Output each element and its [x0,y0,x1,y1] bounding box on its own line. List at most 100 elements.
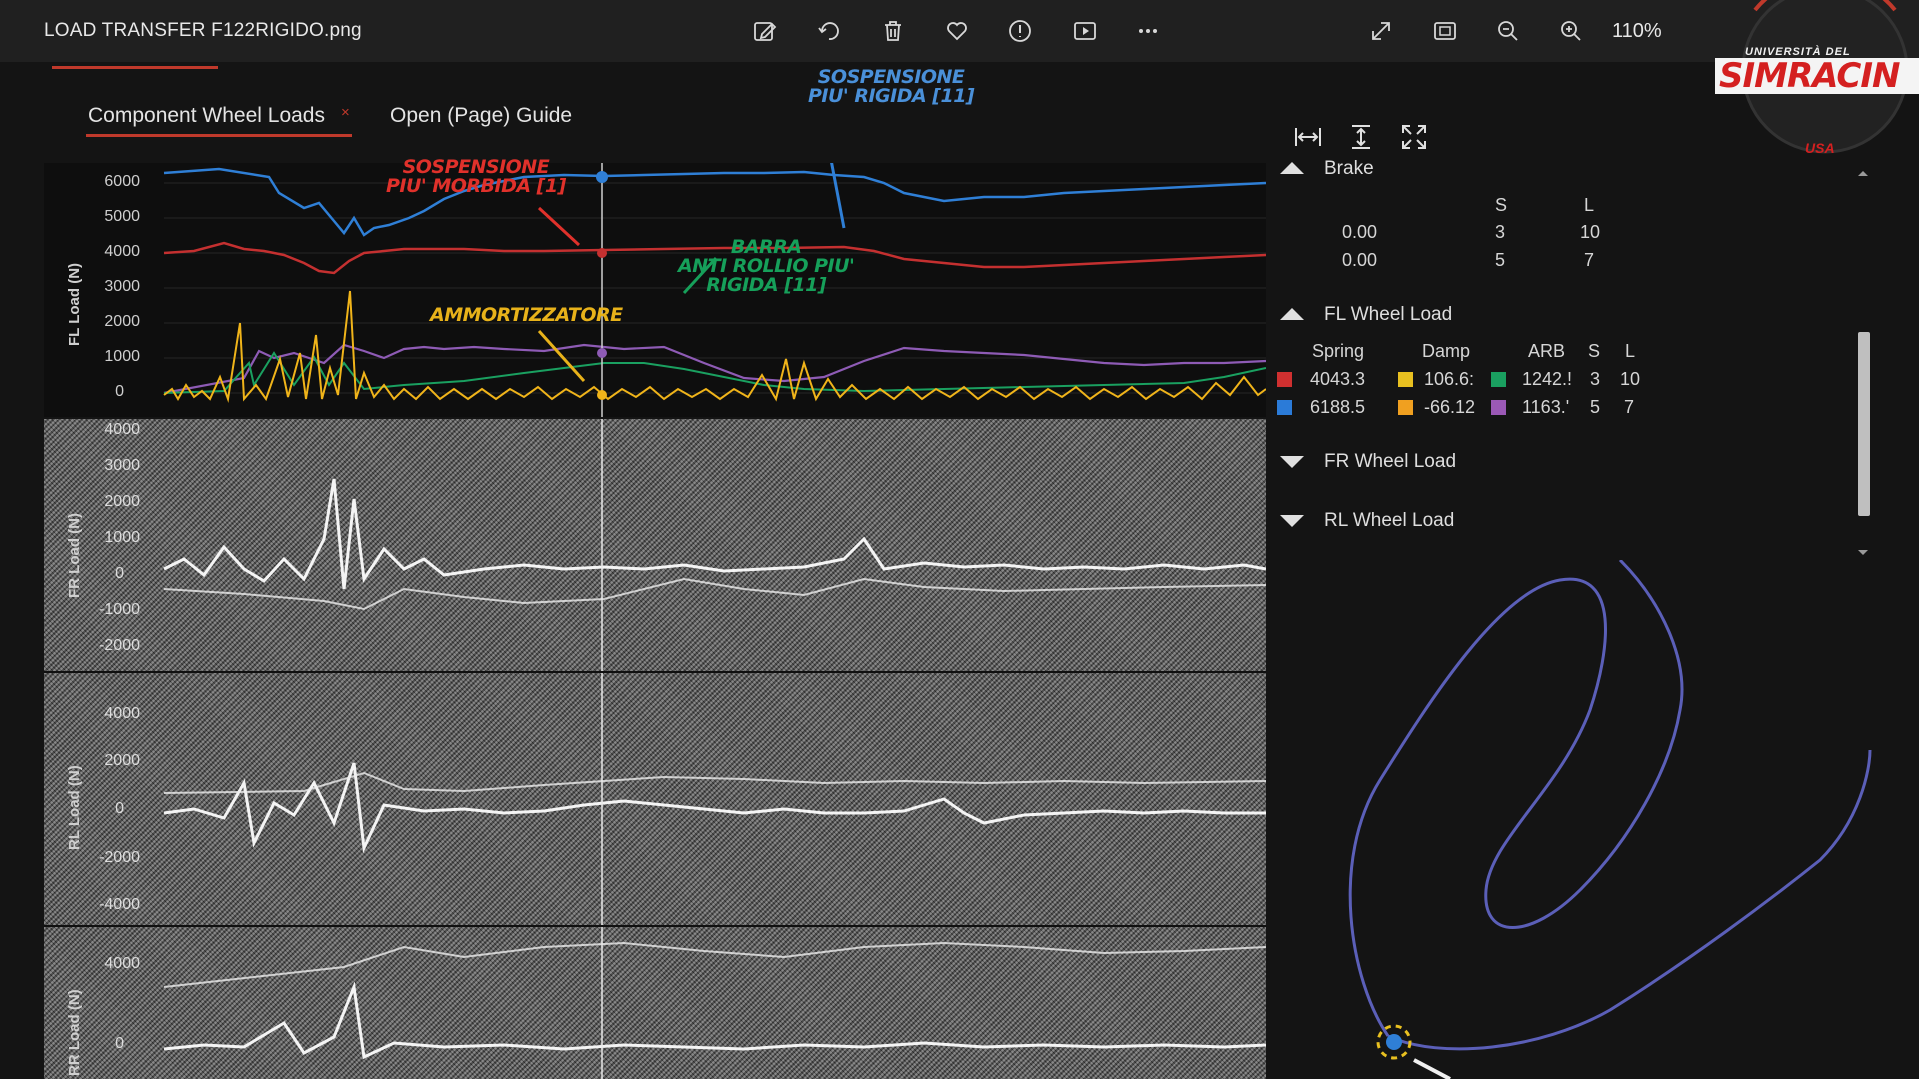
fr-tick: 4000 [104,421,140,438]
collapse-brake-icon[interactable] [1280,162,1304,174]
track-outline [1387,749,1872,1051]
arb-arrow [682,256,718,295]
rotate-icon[interactable] [812,14,846,48]
fr-series-line [163,478,1266,590]
more-icon[interactable] [1131,14,1165,48]
cursor-dot-blue [596,171,608,183]
damper-arrow [537,329,586,383]
damp-color-swatch [1398,400,1413,415]
fl-arb-series-line [163,343,1267,395]
zoom-out-icon[interactable] [1491,14,1525,48]
fr-wheel-load-title[interactable]: FR Wheel Load [1324,451,1457,472]
logo-line1: UNIVERSITÀ DEL [1745,46,1851,58]
header-l: L [1625,341,1636,361]
brake-col-l: L [1584,195,1595,215]
fr-load-chart [44,419,1266,671]
fr-tick: 0 [115,565,124,582]
tab-close-icon[interactable]: × [341,104,350,121]
scrollbar-thumb[interactable] [1858,332,1870,516]
brake-s: 3 [1495,222,1506,242]
track-map[interactable] [1290,560,1890,1079]
delete-icon[interactable] [876,14,910,48]
expand-fr-wheel-load-icon[interactable] [1280,456,1304,468]
fr-tick: 1000 [104,529,140,546]
zoom-in-icon[interactable] [1554,14,1588,48]
header-s: S [1588,341,1601,361]
header-damp: Damp [1422,341,1471,361]
expand-rl-wheel-load-icon[interactable] [1280,515,1304,527]
fl-arb-value: 1163.' [1522,397,1570,417]
accent-line [52,66,218,69]
fl-spring-series-line [163,167,1267,237]
rl-load-plot [163,673,1266,925]
arb-color-swatch [1491,372,1506,387]
annotation-stiffer-suspension: SOSPENSIONE PIU' RIGIDA [11] [808,66,975,107]
fl-spring-value: 4043.3 [1310,369,1366,389]
brake-l: 7 [1584,250,1595,270]
rl-tick: 2000 [104,752,140,769]
tab-open-page-guide[interactable]: Open (Page) Guide [390,104,573,127]
brake-s: 5 [1495,250,1506,270]
fl-wheel-load-title[interactable]: FL Wheel Load [1324,304,1453,325]
panel-divider [44,925,1266,927]
brake-value: 0.00 [1342,222,1378,242]
edit-icon[interactable] [748,14,782,48]
collapse-fl-wheel-load-icon[interactable] [1280,308,1304,320]
viewer-title-bar: LOAD TRANSFER F122RIGIDO.png 110% [0,0,1919,63]
slideshow-icon[interactable] [1068,14,1102,48]
cursor-dot-red [597,248,607,258]
favorite-icon[interactable] [940,14,974,48]
logo-line3: USA [1805,140,1835,156]
arb-color-swatch [1491,400,1506,415]
fr-tick: -2000 [99,637,140,654]
fl-tick: 4000 [104,243,140,260]
fl-damp-value: 106.6: [1424,369,1475,389]
cursor-dot-purple [597,348,607,358]
header-spring: Spring [1312,341,1365,361]
rl-load-chart [44,673,1266,925]
fl-y-axis-label: FL Load (N) [66,262,83,346]
fit-height-icon[interactable] [1343,120,1379,154]
rl-tick: 0 [115,800,124,817]
fl-tick: 0 [115,383,124,400]
brake-value: 0.00 [1342,250,1378,270]
fullscreen-icon[interactable] [1396,120,1432,154]
tab-component-wheel-loads[interactable]: Component Wheel Loads [88,104,325,127]
fl-s-value: 3 [1590,369,1601,389]
fl-tick: 2000 [104,313,140,330]
logo-line2: SIMRACIN [1719,56,1900,96]
fr-tick: 2000 [104,493,140,510]
zoom-level[interactable]: 110% [1612,20,1662,42]
annotation-anti-roll-bar: BARRA ANTI ROLLIO PIU' RIGIDA [11] [678,236,855,296]
fl-s-value: 5 [1590,397,1601,417]
rr-tick: 4000 [104,955,140,972]
brake-section-title[interactable]: Brake [1324,158,1374,179]
file-title: LOAD TRANSFER F122RIGIDO.png [44,20,362,41]
fl-l-value: 10 [1620,369,1641,389]
damp-color-swatch [1398,372,1413,387]
fl-arb-value: 1242.! [1522,369,1573,389]
rr-series-line [163,981,1266,1060]
fl-load-chart [44,122,1267,417]
panel-divider [44,671,1266,673]
fr-y-axis-label: FR Load (N) [66,513,83,598]
fl-damp-series-line [163,241,1267,275]
fl-tick: 5000 [104,208,140,225]
fit-width-icon[interactable] [1290,120,1326,154]
fit-screen-icon[interactable] [1428,14,1462,48]
right-panel-scrollbar[interactable] [1857,168,1869,558]
fl-spring-value: 6188.5 [1310,397,1366,417]
rr-tick: 0 [115,1035,124,1052]
rl-wheel-load-title[interactable]: RL Wheel Load [1324,510,1455,531]
rl-series-line [163,762,1266,854]
fl-tick: 1000 [104,348,140,365]
fl-load-plot [163,122,1267,417]
rl-tick: 4000 [104,705,140,722]
cursor-dot-yellow [597,390,607,400]
rr-load-chart [44,927,1266,1079]
softer-arrow [537,206,581,247]
expand-icon[interactable] [1364,14,1398,48]
car-position-ring [1376,1024,1412,1060]
info-icon[interactable] [1003,14,1037,48]
fr-tick: -1000 [99,601,140,618]
